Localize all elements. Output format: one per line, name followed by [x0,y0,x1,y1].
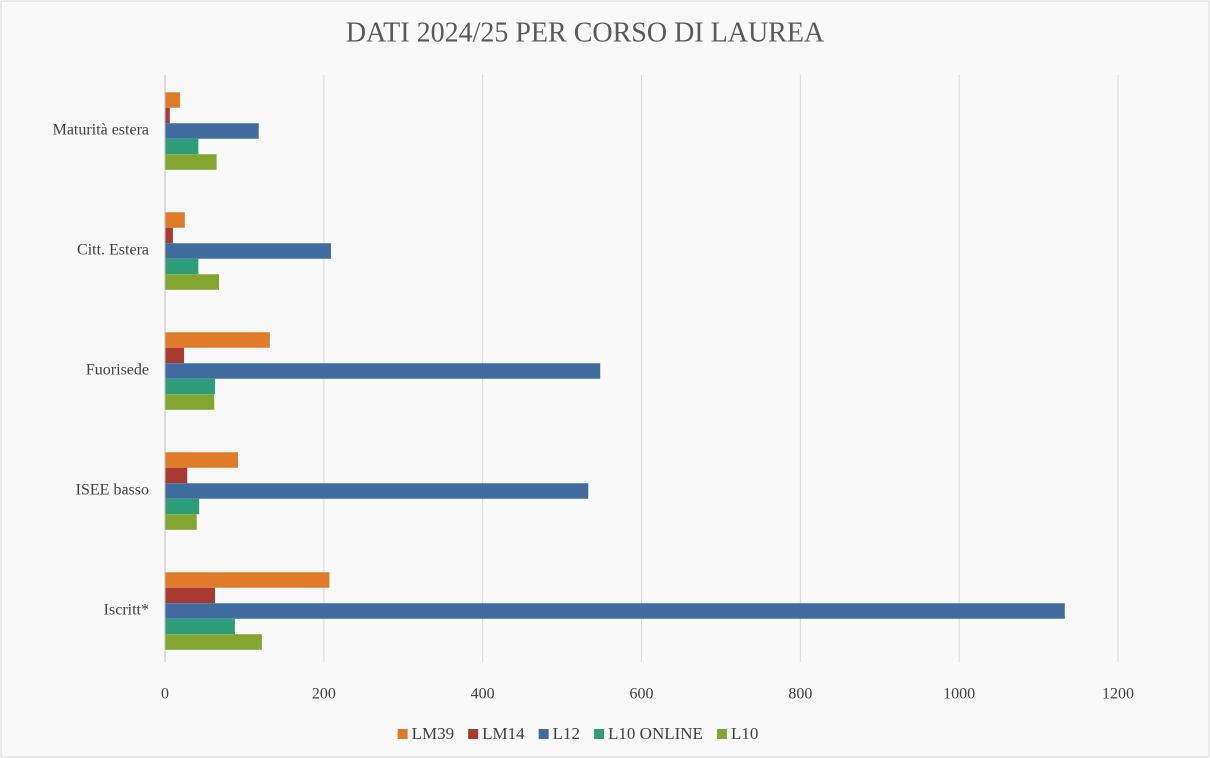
bar [165,332,270,348]
bar [165,394,215,410]
bar [165,107,170,124]
bar [165,347,185,364]
x-tick-label: 400 [471,686,495,703]
x-tick-label: 1000 [943,686,975,703]
bar [165,467,188,484]
x-tick-label: 1200 [1102,686,1134,703]
bar [165,123,259,139]
bar [165,618,235,635]
bar [165,154,217,170]
bar [165,92,181,108]
bar [165,483,589,499]
legend-label: L10 [731,724,758,743]
bar [165,138,199,155]
bar [165,572,330,588]
y-tick-label: Iscritt* [104,602,149,619]
y-tick-label: Citt. Estera [77,242,149,259]
legend-label: LM39 [412,724,455,743]
bar [165,274,220,290]
bar [165,603,1065,619]
bar [165,212,185,228]
chart-title: DATI 2024/25 PER CORSO DI LAUREA [346,17,825,48]
y-tick-label: Maturità estera [53,122,149,139]
bar [165,514,197,530]
bar [165,378,216,395]
bar [165,243,331,259]
bar [165,363,601,379]
bar [165,587,216,604]
x-tick-label: 0 [161,686,169,703]
legend-label: LM14 [482,724,525,743]
bar [165,227,173,244]
legend-swatch [397,729,408,739]
legend-swatch [538,729,549,739]
x-tick-label: 800 [788,686,812,703]
legend-swatch [716,729,727,739]
legend-swatch [594,729,605,739]
legend-label: L10 ONLINE [608,724,703,743]
y-tick-label: Fuorisede [86,362,149,379]
legend-label: L12 [553,724,580,743]
y-tick-label: ISEE basso [76,482,149,499]
x-tick-label: 600 [630,686,654,703]
bar [165,452,239,468]
legend-swatch [468,729,479,739]
bar [165,634,262,650]
bar [165,258,199,275]
bar [165,498,200,515]
x-tick-label: 200 [312,686,336,703]
